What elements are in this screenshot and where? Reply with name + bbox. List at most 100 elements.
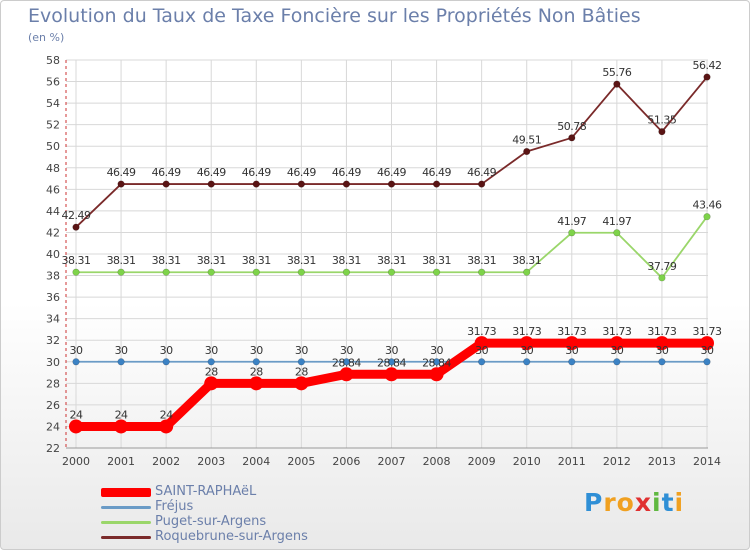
x-tick-label: 2013 — [648, 455, 676, 468]
proxiti-logo: Proxiti — [584, 488, 684, 517]
data-point — [703, 358, 711, 366]
y-tick-label: 54 — [46, 97, 60, 110]
data-label: 30 — [610, 344, 623, 357]
y-tick-label: 44 — [46, 205, 60, 218]
data-point — [658, 128, 666, 136]
data-point — [432, 180, 441, 188]
data-point — [294, 376, 309, 391]
y-tick-label: 56 — [46, 76, 60, 89]
y-tick-label: 50 — [46, 140, 60, 153]
data-point — [387, 358, 396, 366]
data-label: 30 — [520, 344, 533, 357]
data-point — [252, 358, 260, 366]
x-tick-label: 2014 — [693, 455, 721, 468]
data-label: 30 — [475, 344, 488, 357]
data-label: 46.49 — [242, 166, 271, 179]
data-point — [613, 358, 621, 366]
data-label: 24 — [115, 408, 128, 421]
legend-label-roquebrune: Roquebrune-sur-Argens — [155, 529, 308, 544]
data-label: 31.73 — [512, 325, 541, 338]
data-label: 30 — [115, 344, 128, 357]
logo-letter: P — [584, 488, 604, 517]
data-point — [429, 367, 444, 382]
x-tick-label: 2005 — [287, 455, 315, 468]
data-label: 38.31 — [152, 254, 181, 267]
x-tick-label: 2001 — [107, 455, 135, 468]
x-tick-label: 2000 — [62, 455, 90, 468]
y-tick-label: 22 — [46, 442, 60, 455]
data-label: 24 — [70, 408, 83, 421]
data-point — [297, 180, 305, 188]
x-tick-label: 2008 — [423, 455, 451, 468]
data-label: 42.49 — [62, 209, 91, 222]
data-label: 31.73 — [467, 325, 496, 338]
data-point — [568, 229, 576, 237]
data-point — [609, 336, 624, 351]
data-point — [478, 268, 486, 276]
y-tick-label: 38 — [46, 270, 60, 283]
data-label: 56.42 — [693, 59, 722, 72]
data-point — [387, 268, 396, 276]
data-point — [342, 180, 351, 188]
data-point — [297, 268, 305, 276]
data-point — [523, 358, 531, 366]
data-label: 31.73 — [647, 325, 676, 338]
data-point — [252, 268, 260, 276]
data-label: 38.31 — [197, 254, 226, 267]
data-label: 28.84 — [377, 356, 406, 369]
data-label: 49.51 — [512, 134, 541, 147]
chart-title: Evolution du Taux de Taxe Foncière sur l… — [28, 5, 641, 27]
data-point — [658, 274, 666, 282]
data-label: 50.78 — [557, 120, 586, 133]
data-label: 55.76 — [602, 66, 631, 79]
logo-letter: r — [603, 488, 617, 517]
y-tick-label: 58 — [46, 54, 60, 67]
data-label: 30 — [430, 344, 443, 357]
data-label: 38.31 — [287, 254, 316, 267]
y-tick-label: 30 — [46, 356, 60, 369]
data-label: 46.49 — [332, 166, 361, 179]
data-label: 28 — [295, 365, 308, 378]
x-tick-label: 2012 — [603, 455, 631, 468]
x-tick-label: 2011 — [558, 455, 586, 468]
data-point — [204, 376, 219, 391]
data-point — [72, 358, 80, 366]
legend-swatch-frejus — [101, 506, 151, 509]
data-label: 46.49 — [377, 166, 406, 179]
data-point — [342, 268, 351, 276]
y-tick-label: 36 — [46, 291, 60, 304]
data-label: 28.84 — [422, 356, 451, 369]
logo-letter: x — [634, 488, 652, 517]
data-point — [384, 367, 399, 382]
data-label: 46.49 — [152, 166, 181, 179]
data-point — [72, 223, 80, 231]
logo-letter: i — [652, 488, 662, 517]
data-point — [523, 268, 531, 276]
data-point — [342, 358, 351, 366]
data-label: 30 — [205, 344, 218, 357]
data-label: 30 — [160, 344, 173, 357]
data-point — [159, 419, 174, 434]
data-point — [207, 268, 215, 276]
x-tick-label: 2007 — [378, 455, 406, 468]
data-label: 30 — [340, 344, 353, 357]
data-point — [564, 336, 579, 351]
data-label: 28 — [250, 365, 263, 378]
data-label: 43.46 — [693, 199, 722, 212]
x-tick-label: 2002 — [152, 455, 180, 468]
data-label: 46.49 — [422, 166, 451, 179]
data-label: 31.73 — [602, 325, 631, 338]
data-point — [117, 268, 125, 276]
data-point — [703, 73, 711, 81]
x-tick-label: 2003 — [197, 455, 225, 468]
data-point — [207, 358, 215, 366]
legend-label-frejus: Fréjus — [155, 499, 194, 514]
data-point — [613, 229, 621, 237]
legend-label-puget: Puget-sur-Argens — [155, 514, 267, 529]
data-label: 38.31 — [467, 254, 496, 267]
data-point — [474, 336, 489, 351]
data-label: 30 — [295, 344, 308, 357]
data-label: 37.79 — [647, 260, 676, 273]
